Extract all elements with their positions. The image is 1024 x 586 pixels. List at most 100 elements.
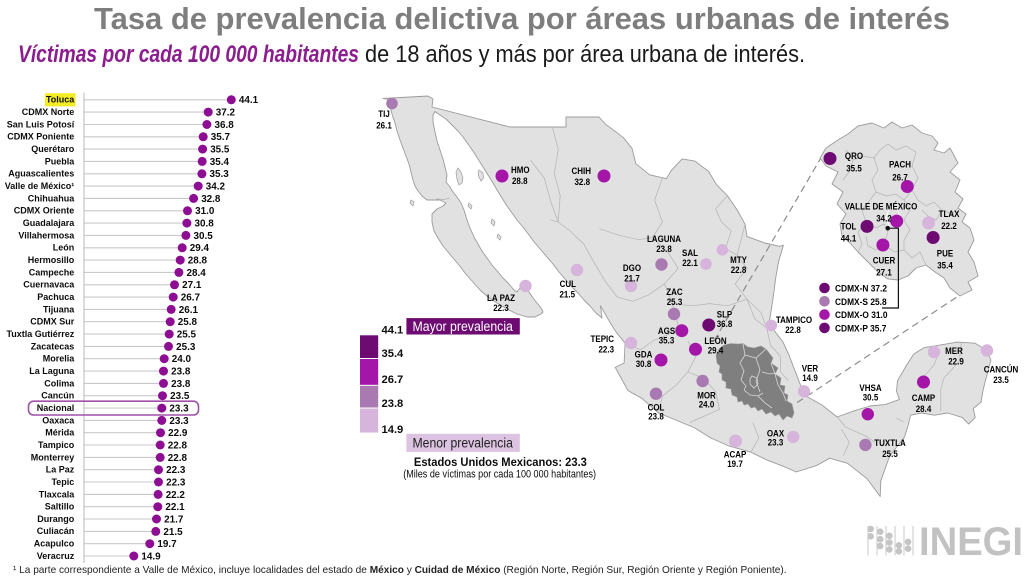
svg-text:Culiacán: Culiacán xyxy=(37,526,75,536)
svg-text:35.3: 35.3 xyxy=(659,336,675,347)
svg-text:29.4: 29.4 xyxy=(708,346,724,357)
svg-text:26.7: 26.7 xyxy=(181,293,201,304)
svg-text:SLP: SLP xyxy=(717,310,733,321)
svg-text:CDMX Poniente: CDMX Poniente xyxy=(7,132,74,142)
svg-text:Tuxtla Gutiérrez: Tuxtla Gutiérrez xyxy=(6,329,74,339)
svg-text:26.1: 26.1 xyxy=(179,305,199,316)
svg-text:QRO: QRO xyxy=(845,151,863,162)
svg-text:22.1: 22.1 xyxy=(682,258,698,269)
svg-text:34.2: 34.2 xyxy=(876,214,892,225)
svg-text:23.8: 23.8 xyxy=(656,244,672,255)
svg-text:LA PAZ: LA PAZ xyxy=(487,293,515,304)
svg-text:SAL: SAL xyxy=(682,248,698,259)
svg-text:Morelia: Morelia xyxy=(43,354,76,364)
svg-text:Tijuana: Tijuana xyxy=(43,304,75,314)
svg-text:24.0: 24.0 xyxy=(172,354,192,365)
svg-text:Pachuca: Pachuca xyxy=(37,292,75,302)
svg-text:Toluca: Toluca xyxy=(46,95,75,105)
svg-text:36.8: 36.8 xyxy=(717,319,733,330)
svg-text:Tampico: Tampico xyxy=(38,440,75,450)
svg-text:Mérida: Mérida xyxy=(45,428,75,438)
svg-text:Cancún: Cancún xyxy=(41,391,74,401)
svg-text:CUL: CUL xyxy=(560,279,577,290)
svg-text:23.3: 23.3 xyxy=(169,416,189,427)
svg-text:CAMP: CAMP xyxy=(912,393,936,404)
svg-text:21.5: 21.5 xyxy=(560,290,576,301)
svg-text:TIJ: TIJ xyxy=(378,109,390,120)
svg-text:32.8: 32.8 xyxy=(575,177,591,188)
svg-text:44.1: 44.1 xyxy=(239,95,259,106)
svg-text:22.2: 22.2 xyxy=(941,221,957,232)
svg-text:Colima: Colima xyxy=(44,378,75,388)
svg-text:La Paz: La Paz xyxy=(46,465,75,475)
svg-text:23.8: 23.8 xyxy=(648,412,664,423)
svg-text:22.8: 22.8 xyxy=(168,453,188,464)
svg-text:Acapulco: Acapulco xyxy=(34,539,75,549)
svg-text:MER: MER xyxy=(945,346,963,357)
svg-text:Durango: Durango xyxy=(37,514,75,524)
svg-text:25.3: 25.3 xyxy=(667,297,683,308)
svg-text:MTY: MTY xyxy=(730,255,747,266)
svg-text:Villahermosa: Villahermosa xyxy=(18,230,75,240)
svg-text:TEPIC: TEPIC xyxy=(591,334,615,345)
svg-text:37.2: 37.2 xyxy=(216,108,236,119)
svg-text:22.8: 22.8 xyxy=(785,325,801,336)
svg-text:Campeche: Campeche xyxy=(29,267,75,277)
svg-text:22.1: 22.1 xyxy=(165,502,185,513)
svg-text:PACH: PACH xyxy=(889,160,911,171)
svg-text:34.2: 34.2 xyxy=(206,182,226,193)
svg-text:MOR: MOR xyxy=(697,391,716,402)
svg-text:TUXTLA: TUXTLA xyxy=(874,438,906,449)
svg-text:Aguascalientes: Aguascalientes xyxy=(8,169,74,179)
svg-text:ZAC: ZAC xyxy=(666,287,683,298)
svg-text:30.5: 30.5 xyxy=(863,393,879,404)
svg-text:COL: COL xyxy=(648,403,665,414)
svg-text:22.3: 22.3 xyxy=(599,345,615,356)
svg-text:de 18 años y más por área urba: de 18 años y más por área urbana de inte… xyxy=(365,41,805,68)
svg-text:ACAP: ACAP xyxy=(724,450,747,461)
svg-text:Oaxaca: Oaxaca xyxy=(42,415,75,425)
svg-text:44.1: 44.1 xyxy=(382,325,404,337)
svg-text:23.8: 23.8 xyxy=(171,367,191,378)
svg-text:22.9: 22.9 xyxy=(168,428,188,439)
svg-text:CDMX-O 31.0: CDMX-O 31.0 xyxy=(835,310,888,321)
svg-text:Tlaxcala: Tlaxcala xyxy=(39,489,76,499)
svg-text:23.8: 23.8 xyxy=(382,398,404,410)
svg-text:León: León xyxy=(53,243,75,253)
svg-text:29.4: 29.4 xyxy=(190,243,210,254)
svg-text:21.5: 21.5 xyxy=(163,527,183,538)
svg-text:23.5: 23.5 xyxy=(170,391,190,402)
svg-text:14.9: 14.9 xyxy=(802,373,818,384)
svg-text:28.4: 28.4 xyxy=(187,268,207,279)
svg-text:LEÓN: LEÓN xyxy=(704,335,726,347)
svg-text:Tasa de prevalencia delictiva: Tasa de prevalencia delictiva por áreas … xyxy=(94,2,950,36)
svg-text:San Luis Potosí: San Luis Potosí xyxy=(7,119,75,129)
svg-text:25.5: 25.5 xyxy=(177,330,197,341)
svg-text:14.9: 14.9 xyxy=(141,551,161,562)
svg-text:Cuernavaca: Cuernavaca xyxy=(23,280,75,290)
svg-text:27.1: 27.1 xyxy=(182,280,202,291)
svg-text:DGO: DGO xyxy=(623,263,641,274)
svg-text:35.3: 35.3 xyxy=(210,169,230,180)
svg-text:24.0: 24.0 xyxy=(699,400,715,411)
svg-text:26.7: 26.7 xyxy=(382,374,404,386)
svg-text:TAMPICO: TAMPICO xyxy=(776,315,812,326)
svg-text:19.7: 19.7 xyxy=(157,539,177,550)
svg-text:44.1: 44.1 xyxy=(841,234,857,245)
svg-text:35.5: 35.5 xyxy=(210,145,230,156)
svg-text:28.8: 28.8 xyxy=(188,256,208,267)
svg-text:26.1: 26.1 xyxy=(376,121,392,132)
svg-text:Monterrey: Monterrey xyxy=(31,452,75,462)
svg-text:23.8: 23.8 xyxy=(171,379,191,390)
svg-text:Chihuahua: Chihuahua xyxy=(28,193,75,203)
svg-text:Saltillo: Saltillo xyxy=(45,502,75,512)
svg-text:Valle de México¹: Valle de México¹ xyxy=(5,181,75,191)
svg-text:22.3: 22.3 xyxy=(166,465,186,476)
svg-text:Guadalajara: Guadalajara xyxy=(23,218,76,228)
svg-text:22.8: 22.8 xyxy=(168,440,188,451)
svg-text:35.7: 35.7 xyxy=(211,132,231,143)
svg-text:22.8: 22.8 xyxy=(731,265,747,276)
svg-text:Veracruz: Veracruz xyxy=(37,551,75,561)
svg-text:La Laguna: La Laguna xyxy=(29,366,75,376)
svg-text:Tepic: Tepic xyxy=(51,477,74,487)
